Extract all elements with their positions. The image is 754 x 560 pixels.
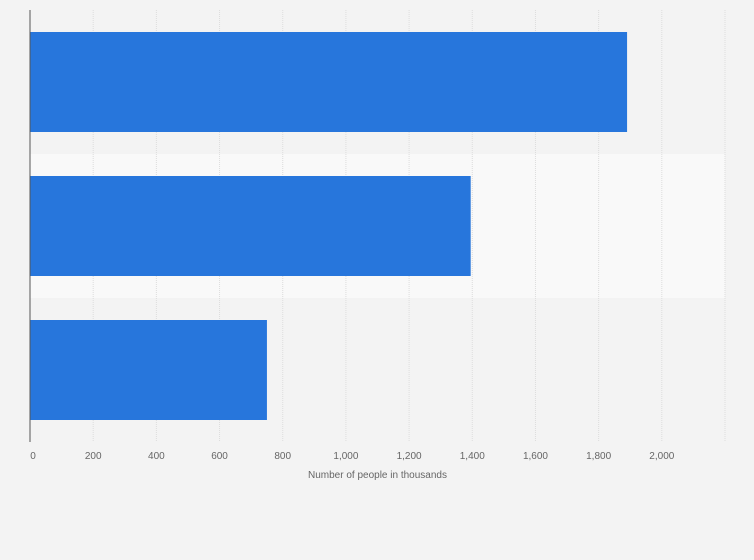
x-tick-label: 600 [211, 451, 228, 462]
x-tick-label: 1,800 [586, 451, 611, 462]
bars [30, 32, 628, 420]
x-axis-title: Number of people in thousands [308, 470, 447, 481]
x-tick-label: 1,400 [460, 451, 485, 462]
bar[interactable] [30, 320, 267, 420]
x-tick-label: 200 [85, 451, 102, 462]
x-tick-label: 0 [30, 451, 36, 462]
x-tick-label: 800 [274, 451, 291, 462]
x-tick-label: 1,200 [397, 451, 422, 462]
x-axis-tick-labels: 0 200 400 600 800 1,000 1,200 1,400 1,600 1,800 2,… [30, 451, 675, 462]
x-tick-label: 400 [148, 451, 165, 462]
x-tick-label: 1,600 [523, 451, 548, 462]
x-tick-label: 1,000 [333, 451, 358, 462]
bar[interactable] [30, 32, 628, 132]
bar[interactable] [30, 176, 471, 276]
x-tick-label: 2,000 [649, 451, 674, 462]
